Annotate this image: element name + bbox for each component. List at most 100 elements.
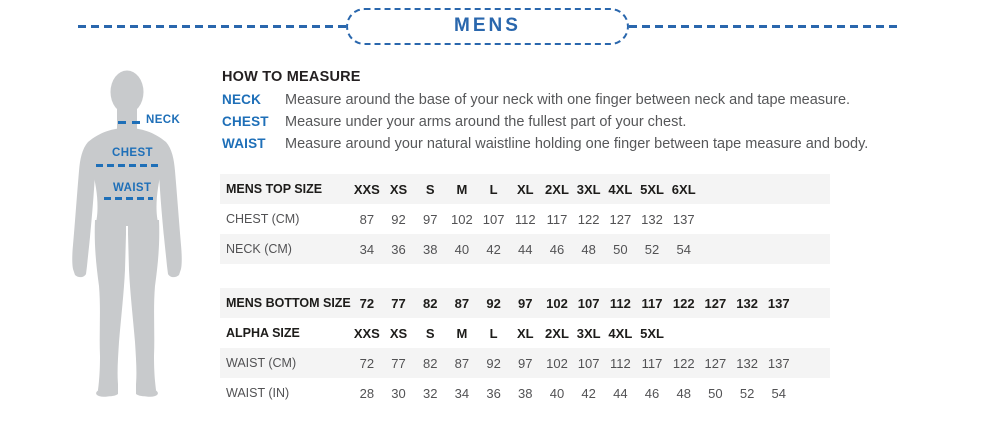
size-cell: 5XL (640, 325, 664, 341)
header-dashed-line-right (629, 24, 897, 28)
neck-cm-row-label: NECK (CM) (226, 242, 292, 256)
waist-cm-row-label: WAIST (CM) (226, 356, 297, 370)
neck-cm-values: 34 36 38 40 42 44 46 48 50 52 54 (351, 242, 700, 257)
size-cell: 97 (518, 295, 533, 311)
size-cell: L (489, 181, 498, 197)
measure-instruction-neck: NECK Measure around the base of your nec… (222, 92, 994, 114)
size-cell: M (456, 181, 468, 197)
size-cell: 50 (613, 241, 628, 257)
waist-instruction-text: Measure around your natural waistline ho… (285, 136, 869, 152)
waist-instruction-label: WAIST (222, 136, 266, 151)
waist-in-row-label: WAIST (IN) (226, 386, 290, 400)
size-cell: 2XL (545, 325, 569, 341)
size-cell: 2XL (545, 181, 569, 197)
size-cell: 77 (391, 355, 406, 371)
size-cell: 127 (704, 355, 727, 371)
waist-cm-row: WAIST (CM) 72 77 82 87 92 97 102 107 112 117 122 12… (220, 348, 830, 378)
chest-instruction-label: CHEST (222, 114, 269, 129)
size-cell: 132 (736, 295, 758, 311)
size-cell: 44 (613, 385, 628, 401)
neck-instruction-label: NECK (222, 92, 262, 107)
size-cell: 48 (676, 385, 691, 401)
size-cell: XXS (353, 325, 380, 341)
chest-cm-row-label: CHEST (CM) (226, 212, 300, 226)
size-cell: 3XL (576, 181, 601, 197)
size-cell: 97 (518, 355, 533, 371)
size-cell: XXS (353, 181, 380, 197)
size-cell: 54 (771, 385, 787, 401)
size-cell: 92 (486, 355, 501, 371)
size-cell: 72 (359, 355, 375, 371)
size-cell: 122 (577, 211, 600, 227)
top-size-values: XXS XS S M L XL 2XL 3XL 4XL 5XL 6XL (351, 182, 700, 197)
size-cell: 28 (359, 385, 375, 401)
size-cell: 40 (549, 385, 565, 401)
size-cell: 36 (486, 385, 501, 401)
size-cell: M (456, 325, 468, 341)
bottom-size-values: 72 77 82 87 92 97 102 107 112 117 122 127 132 137 (351, 296, 795, 311)
size-cell: 77 (391, 295, 406, 311)
size-cell: 54 (676, 241, 691, 257)
figure-chest-label: CHEST (112, 147, 153, 159)
size-cell: 87 (454, 355, 470, 371)
size-cell: 137 (672, 211, 695, 227)
size-cell: 127 (704, 295, 727, 311)
alpha-size-row-label: ALPHA SIZE (226, 326, 300, 340)
size-cell: 137 (767, 355, 790, 371)
size-cell: 52 (644, 241, 660, 257)
waist-in-values: 28 30 32 34 36 38 40 42 44 46 48 50 52 54 (351, 386, 795, 401)
size-cell: 38 (422, 241, 438, 257)
size-cell: 38 (518, 385, 533, 401)
size-cell: 6XL (671, 181, 696, 197)
size-cell: 36 (391, 241, 406, 257)
size-cell: 5XL (640, 181, 664, 197)
size-cell: 107 (577, 355, 600, 371)
neck-cm-row: NECK (CM) 34 36 38 40 42 44 46 48 50 52 54 (220, 234, 830, 264)
waist-in-row: WAIST (IN) 28 30 32 34 36 38 40 42 44 46 48 50 52 54 (220, 378, 830, 408)
size-cell: 4XL (608, 325, 633, 341)
size-cell: 46 (644, 385, 660, 401)
size-cell: 97 (422, 211, 438, 227)
measure-instruction-chest: CHEST Measure under your arms around the… (222, 114, 994, 136)
figure-neck-label: NECK (146, 114, 181, 126)
chest-cm-values: 87 92 97 102 107 112 117 122 127 132 137 (351, 212, 700, 227)
size-cell: 137 (767, 295, 790, 311)
size-cell: 30 (391, 385, 406, 401)
mens-top-size-header-row: MENS TOP SIZE XXS XS S M L XL 2XL 3XL 4XL 5XL 6XL (220, 174, 830, 204)
size-cell: 82 (422, 295, 438, 311)
header-dashed-line-left (78, 24, 346, 28)
size-cell: 50 (708, 385, 723, 401)
alpha-size-values: XXS XS S M L XL 2XL 3XL 4XL 5XL (351, 326, 668, 341)
page-title: MENS (454, 15, 521, 36)
chest-measure-line (96, 164, 159, 167)
neck-measure-line (118, 121, 141, 124)
size-cell: 72 (359, 295, 375, 311)
size-cell: XS (389, 325, 408, 341)
size-cell: 112 (514, 211, 536, 227)
size-cell: XL (516, 325, 534, 341)
size-cell: 117 (641, 355, 663, 371)
waist-measure-line (104, 197, 153, 200)
size-cell: 117 (546, 211, 568, 227)
size-cell: 46 (549, 241, 565, 257)
size-cell: 92 (391, 211, 406, 227)
size-cell: 82 (422, 355, 438, 371)
size-cell: 112 (609, 355, 631, 371)
size-cell: S (425, 325, 435, 341)
mens-bottom-size-header-row: MENS BOTTOM SIZE 72 77 82 87 92 97 102 107 112 11… (220, 288, 830, 318)
body-measurement-figure: NECK CHEST WAIST (55, 64, 231, 398)
size-cell: 87 (454, 295, 470, 311)
size-cell: XL (516, 181, 534, 197)
size-cell: XS (389, 181, 408, 197)
size-cell: 32 (422, 385, 438, 401)
how-to-measure-section: HOW TO MEASURE NECK Measure around the b… (222, 69, 994, 158)
table-gap (220, 264, 830, 288)
size-cell: 48 (581, 241, 596, 257)
size-cell: 42 (486, 241, 501, 257)
size-cell: 87 (359, 211, 375, 227)
size-cell: L (489, 325, 498, 341)
figure-waist-label: WAIST (113, 182, 152, 194)
size-cell: 34 (454, 385, 470, 401)
size-cell: 122 (672, 295, 695, 311)
